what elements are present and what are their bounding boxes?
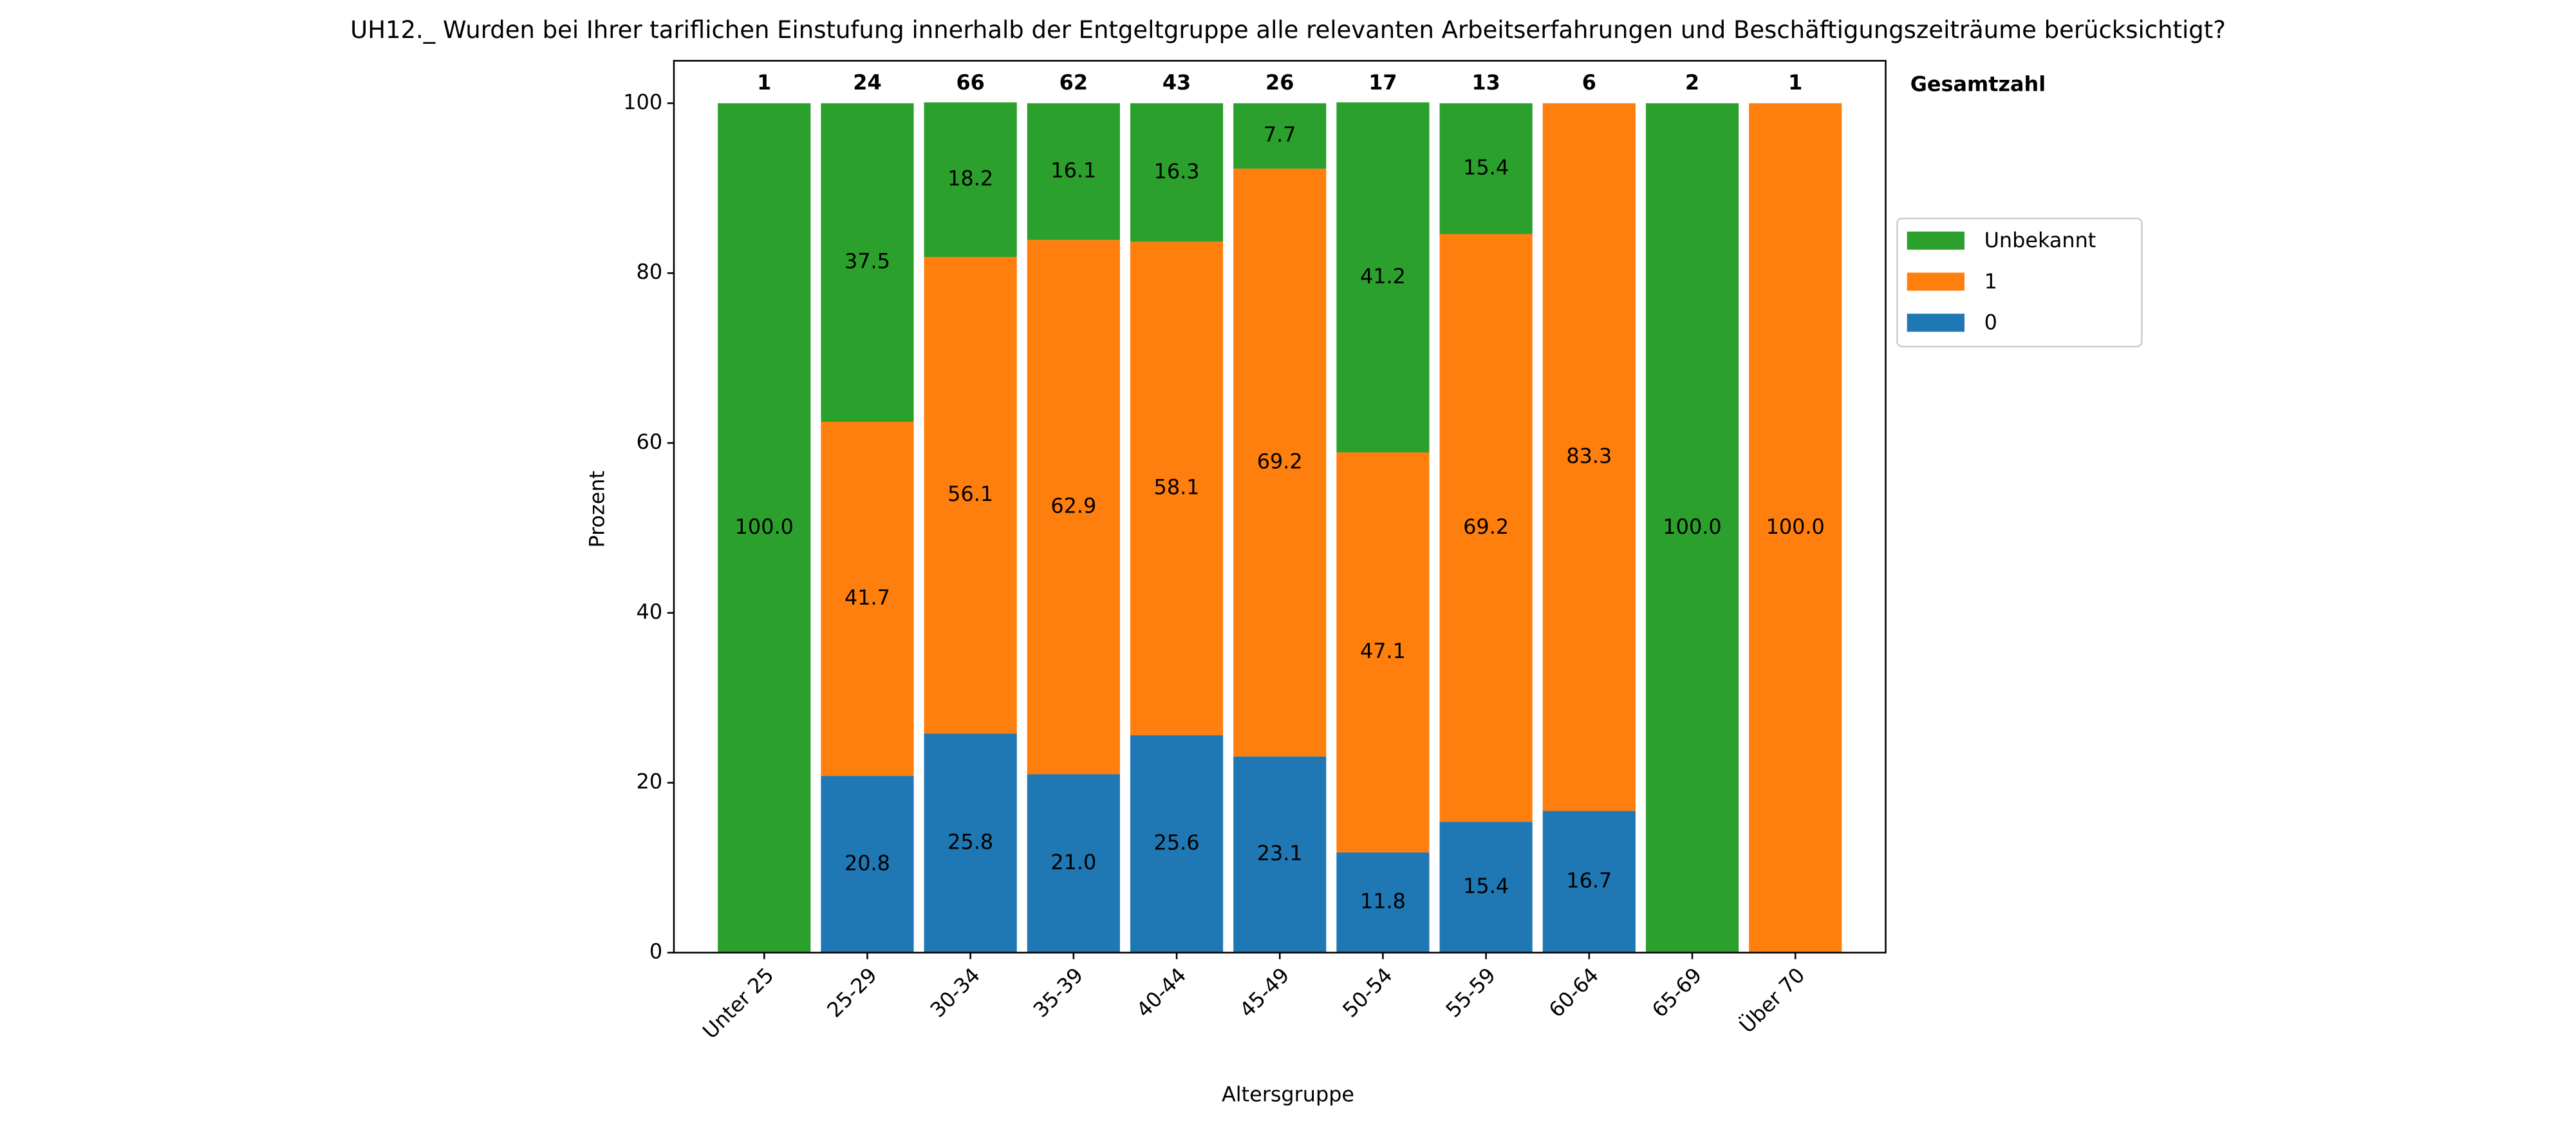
bar-segment	[1336, 452, 1430, 852]
y-axis-label: Prozent	[585, 471, 610, 548]
bar-segment	[924, 102, 1017, 258]
bar-segment	[1233, 756, 1327, 953]
value-label: 11.8	[1360, 889, 1406, 914]
x-tick-label: 60-64	[1544, 963, 1603, 1022]
value-label: 23.1	[1257, 841, 1303, 865]
bar-segment	[1645, 103, 1739, 953]
total-label: 66	[956, 70, 984, 95]
bar-segment	[924, 733, 1017, 953]
bar-segment	[1130, 241, 1224, 735]
x-tick-label: 50-54	[1338, 963, 1397, 1022]
value-label: 69.2	[1257, 449, 1303, 473]
x-tick-label: 35-39	[1029, 963, 1088, 1022]
value-label: 16.3	[1154, 159, 1200, 184]
bar-segment	[1439, 822, 1533, 953]
total-label: 62	[1059, 70, 1088, 95]
total-label: 26	[1265, 70, 1294, 95]
y-tick-label: 100	[623, 89, 662, 114]
x-tick-label: 65-69	[1647, 963, 1706, 1022]
bar-segment	[821, 422, 914, 777]
total-label: 17	[1368, 70, 1397, 95]
value-label: 16.7	[1566, 868, 1612, 892]
plot-frame	[673, 60, 1887, 954]
bar-segment	[821, 103, 914, 422]
x-axis-label: Altersgruppe	[1222, 1082, 1354, 1106]
value-label: 83.3	[1566, 444, 1612, 468]
value-label: 100.0	[735, 514, 794, 539]
total-label: 43	[1162, 70, 1191, 95]
total-label: 2	[1685, 70, 1699, 95]
y-tick-label: 80	[637, 259, 663, 284]
value-label: 100.0	[1766, 514, 1825, 539]
value-label: 15.4	[1463, 874, 1509, 898]
value-label: 25.8	[947, 829, 993, 854]
value-label: 100.0	[1663, 514, 1721, 539]
y-tick-label: 20	[637, 769, 663, 794]
y-tick-label: 60	[637, 429, 663, 454]
value-label: 58.1	[1154, 475, 1200, 500]
legend-label: Unbekannt	[1984, 228, 2096, 252]
total-label: 1	[757, 70, 771, 95]
totals-label: Gesamtzahl	[1910, 72, 2046, 97]
x-tick-label: 45-49	[1235, 963, 1294, 1022]
value-label: 41.7	[845, 585, 890, 610]
x-tick-label: 30-34	[926, 963, 985, 1022]
x-tick-label: Über 70	[1735, 963, 1810, 1038]
value-label: 16.1	[1050, 158, 1096, 183]
y-tick-label: 40	[637, 599, 663, 624]
total-label: 6	[1582, 70, 1596, 95]
value-label: 18.2	[947, 166, 993, 191]
bar-segment	[924, 257, 1017, 734]
legend-swatch	[1907, 272, 1965, 291]
value-label: 41.2	[1360, 264, 1406, 288]
bar-segment	[1027, 774, 1120, 953]
x-tick-label: 25-29	[822, 963, 881, 1022]
total-label: 1	[1788, 70, 1802, 95]
bar-segment	[1130, 735, 1224, 953]
value-label: 25.6	[1154, 831, 1200, 855]
legend-swatch	[1907, 231, 1965, 250]
legend-swatch	[1907, 314, 1965, 332]
bar-segment	[1130, 103, 1224, 242]
legend-label: 0	[1984, 310, 1997, 335]
bar-segment	[1542, 103, 1636, 811]
bar-segment	[1027, 240, 1120, 775]
bar-segment	[718, 103, 811, 953]
y-tick-label: 0	[649, 939, 662, 964]
legend-label: 1	[1984, 269, 1997, 294]
bar-segment	[1027, 103, 1120, 240]
value-label: 7.7	[1264, 122, 1296, 147]
total-label: 24	[853, 70, 881, 95]
bar-segment	[1439, 103, 1533, 234]
value-label: 15.4	[1463, 155, 1509, 180]
x-tick-label: Unter 25	[698, 963, 778, 1043]
bar-segment	[1439, 234, 1533, 822]
value-label: 69.2	[1463, 514, 1509, 539]
bar-segment	[1233, 103, 1327, 169]
value-label: 56.1	[947, 482, 993, 506]
bar-segment	[1233, 168, 1327, 757]
bar-segment	[1336, 102, 1430, 453]
bar-segment	[1749, 103, 1842, 953]
value-label: 20.8	[845, 851, 890, 875]
bar-segment	[821, 776, 914, 953]
x-tick-label: 40-44	[1132, 963, 1191, 1022]
x-tick-label: 55-59	[1441, 963, 1500, 1022]
value-label: 21.0	[1050, 850, 1096, 874]
value-label: 47.1	[1360, 639, 1406, 663]
value-label: 37.5	[845, 249, 890, 274]
bar-segment	[1336, 852, 1430, 953]
total-label: 13	[1471, 70, 1500, 95]
chart-title: UH12._ Wurden bei Ihrer tariflichen Eins…	[350, 16, 2226, 44]
value-label: 62.9	[1050, 494, 1096, 518]
bar-segment	[1542, 811, 1636, 953]
